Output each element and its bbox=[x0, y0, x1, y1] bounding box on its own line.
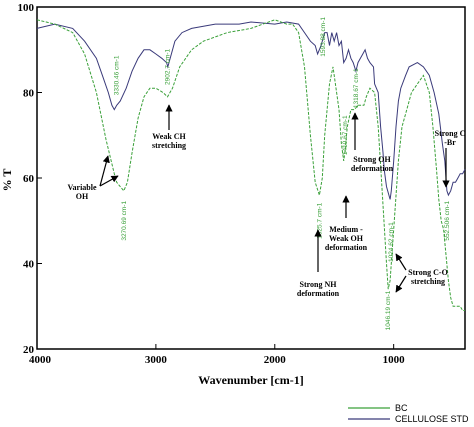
annotation-text: OH bbox=[76, 192, 89, 201]
y-tick-label: 100 bbox=[18, 2, 35, 14]
annotation-text: Strong C bbox=[435, 129, 466, 138]
peak-labels: 3330.46 cm-1 3270.69 cm-1 2902.7 cm-1 1593.… bbox=[114, 17, 451, 331]
annotation-arrow bbox=[395, 275, 407, 293]
annotation: Strong C-Br bbox=[435, 129, 466, 188]
annotation-text: Strong NH bbox=[300, 280, 338, 289]
legend-label: BC bbox=[395, 403, 408, 413]
y-axis: 20 40 60 80 100 bbox=[18, 2, 42, 356]
peak-label: 2902.7 cm-1 bbox=[165, 48, 172, 85]
annotation-text: deformation bbox=[351, 164, 394, 173]
annotation-text: Variable bbox=[67, 183, 96, 192]
peak-label: 1024.62 cm-1 bbox=[388, 222, 395, 262]
annotation-text: Strong OH bbox=[353, 155, 391, 164]
x-tick-label: 3000 bbox=[145, 354, 168, 366]
annotation-text: Medium - bbox=[329, 225, 363, 234]
annotation-text: stretching bbox=[411, 277, 445, 286]
peak-label: 3270.69 cm-1 bbox=[121, 201, 128, 241]
series-line-cellulose-std bbox=[36, 21, 466, 200]
peak-label: 1593.88 cm-1 bbox=[320, 17, 327, 57]
y-tick-label: 40 bbox=[23, 259, 35, 271]
x-axis-label: Wavenumber [cm-1] bbox=[198, 373, 303, 387]
legend-label: CELLULOSE STD bbox=[395, 414, 469, 424]
peak-label: 1318.67 cm-1 bbox=[353, 68, 360, 108]
y-axis-label: % T bbox=[0, 169, 14, 192]
annotation-text: Weak OH bbox=[329, 234, 364, 243]
x-tick-label: 1000 bbox=[383, 354, 406, 366]
peak-label: 1625.7 cm-1 bbox=[316, 202, 323, 239]
series-line-bc bbox=[36, 19, 465, 311]
y-tick-label: 80 bbox=[23, 88, 35, 100]
annotation-text: Strong C-O bbox=[408, 268, 448, 277]
peak-label: 1046.19 cm-1 bbox=[385, 290, 392, 330]
annotation-arrow bbox=[99, 155, 110, 187]
x-tick-label: 2000 bbox=[264, 354, 287, 366]
annotation-arrow bbox=[395, 253, 407, 271]
annotation-text: -Br bbox=[444, 138, 456, 147]
annotation-text: stretching bbox=[152, 141, 186, 150]
peak-label: 1410.67 cm-1 bbox=[342, 115, 349, 155]
annotation-text: deformation bbox=[297, 289, 340, 298]
annotation-text: Weak CH bbox=[152, 132, 186, 141]
series-lines bbox=[36, 19, 466, 311]
peak-label: 3330.46 cm-1 bbox=[114, 55, 121, 95]
x-tick-label: 4000 bbox=[29, 354, 52, 366]
y-tick-label: 20 bbox=[23, 344, 35, 356]
x-axis: 4000 3000 2000 1000 bbox=[29, 344, 405, 366]
annotation-arrow bbox=[99, 175, 119, 187]
peak-label: 552.506 cm-1 bbox=[444, 201, 451, 241]
annotation-text: deformation bbox=[325, 243, 368, 252]
y-tick-label: 60 bbox=[23, 173, 35, 185]
plot-frame bbox=[36, 6, 466, 350]
